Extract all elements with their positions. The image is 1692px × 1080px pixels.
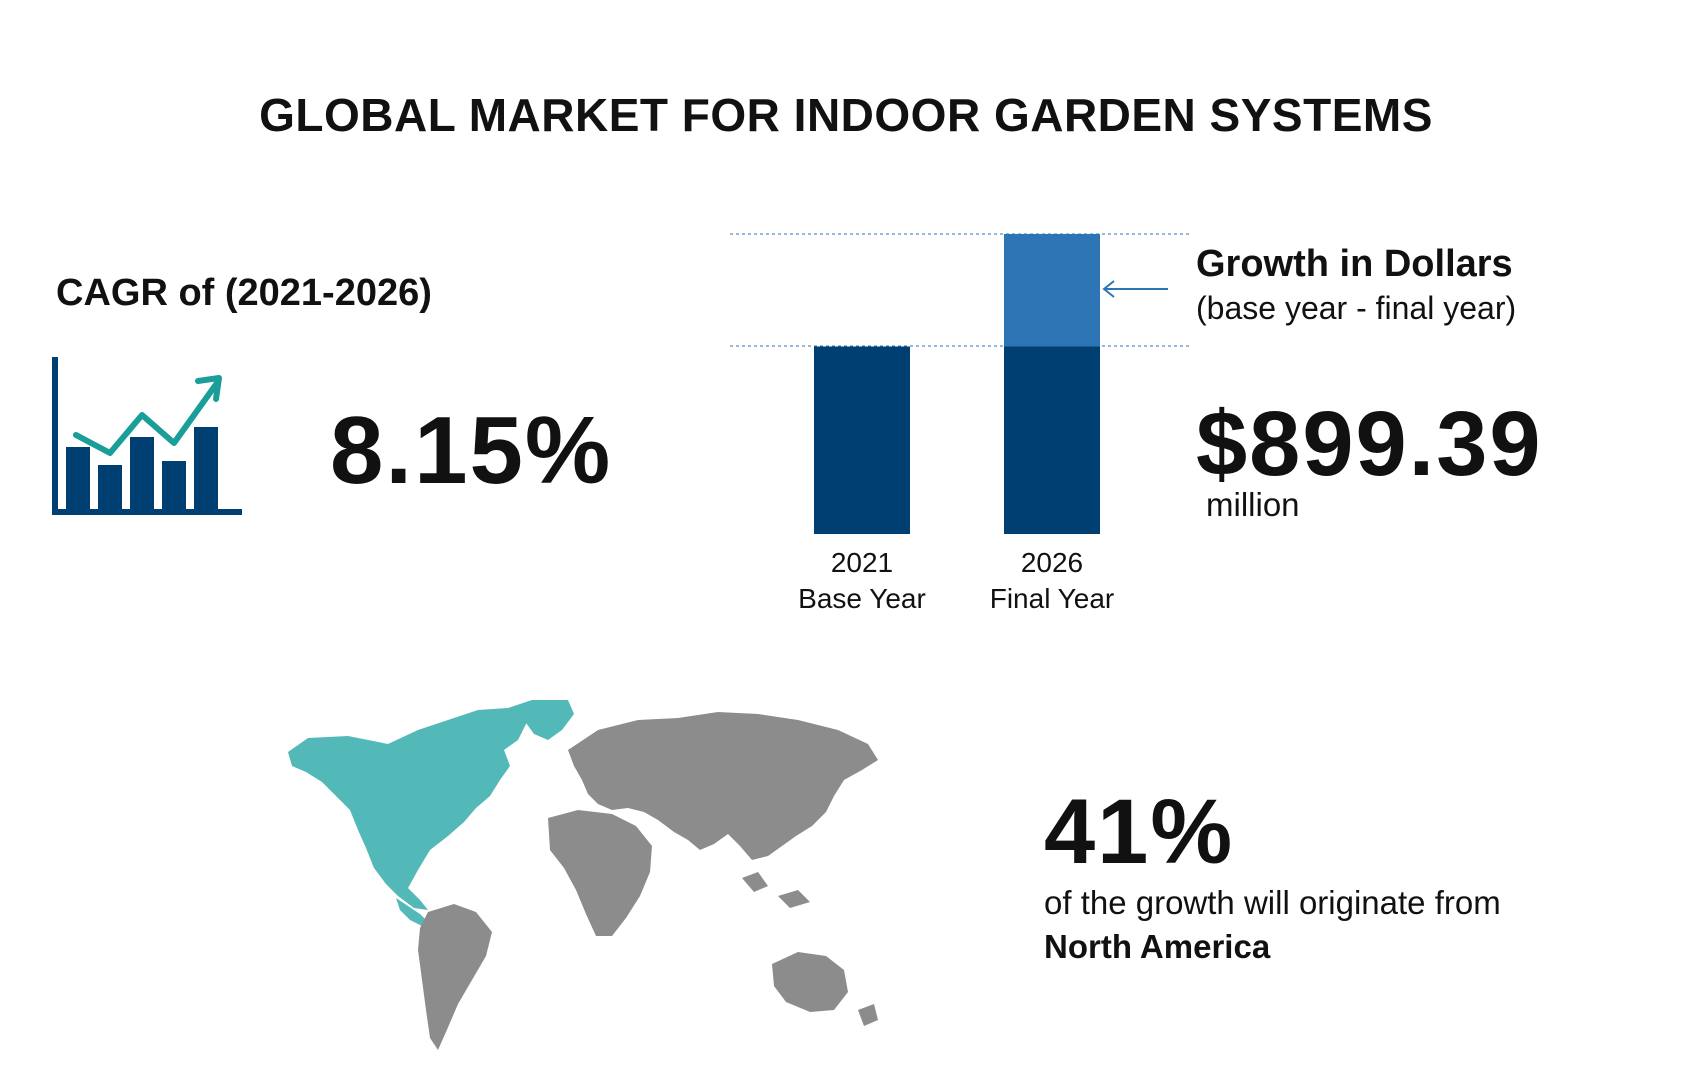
share-region: North America xyxy=(1044,928,1271,965)
bar-sublabel-2021: Base Year xyxy=(798,583,926,614)
page-title: GLOBAL MARKET FOR INDOOR GARDEN SYSTEMS xyxy=(259,89,1433,141)
share-value: 41% xyxy=(1044,781,1235,883)
arrow-left-icon xyxy=(1102,280,1168,298)
bar-2026-segment-2 xyxy=(1004,234,1100,347)
growth-sub: (base year - final year) xyxy=(1196,290,1517,326)
growth-label: Growth in Dollars xyxy=(1196,243,1513,285)
growth-value: $899.39 xyxy=(1196,393,1543,495)
bar-2026-segment-1 xyxy=(1004,346,1100,534)
growth-unit: million xyxy=(1206,486,1300,523)
bar-label-2021: 2021 xyxy=(831,547,893,578)
north-america-region xyxy=(288,700,574,926)
world-map-icon xyxy=(288,700,878,1050)
cagr-label: CAGR of (2021-2026) xyxy=(56,272,432,314)
growth-chart-icon xyxy=(52,357,242,515)
bar-sublabel-2026: Final Year xyxy=(990,583,1115,614)
cagr-value: 8.15% xyxy=(330,397,613,504)
share-text: of the growth will originate from xyxy=(1044,884,1501,921)
bar-2021-segment-1 xyxy=(814,346,910,534)
bar-label-2026: 2026 xyxy=(1021,547,1083,578)
bar-chart: 2021 Base Year 2026 Final Year xyxy=(730,233,1190,614)
rest-of-world-region xyxy=(418,712,878,1050)
